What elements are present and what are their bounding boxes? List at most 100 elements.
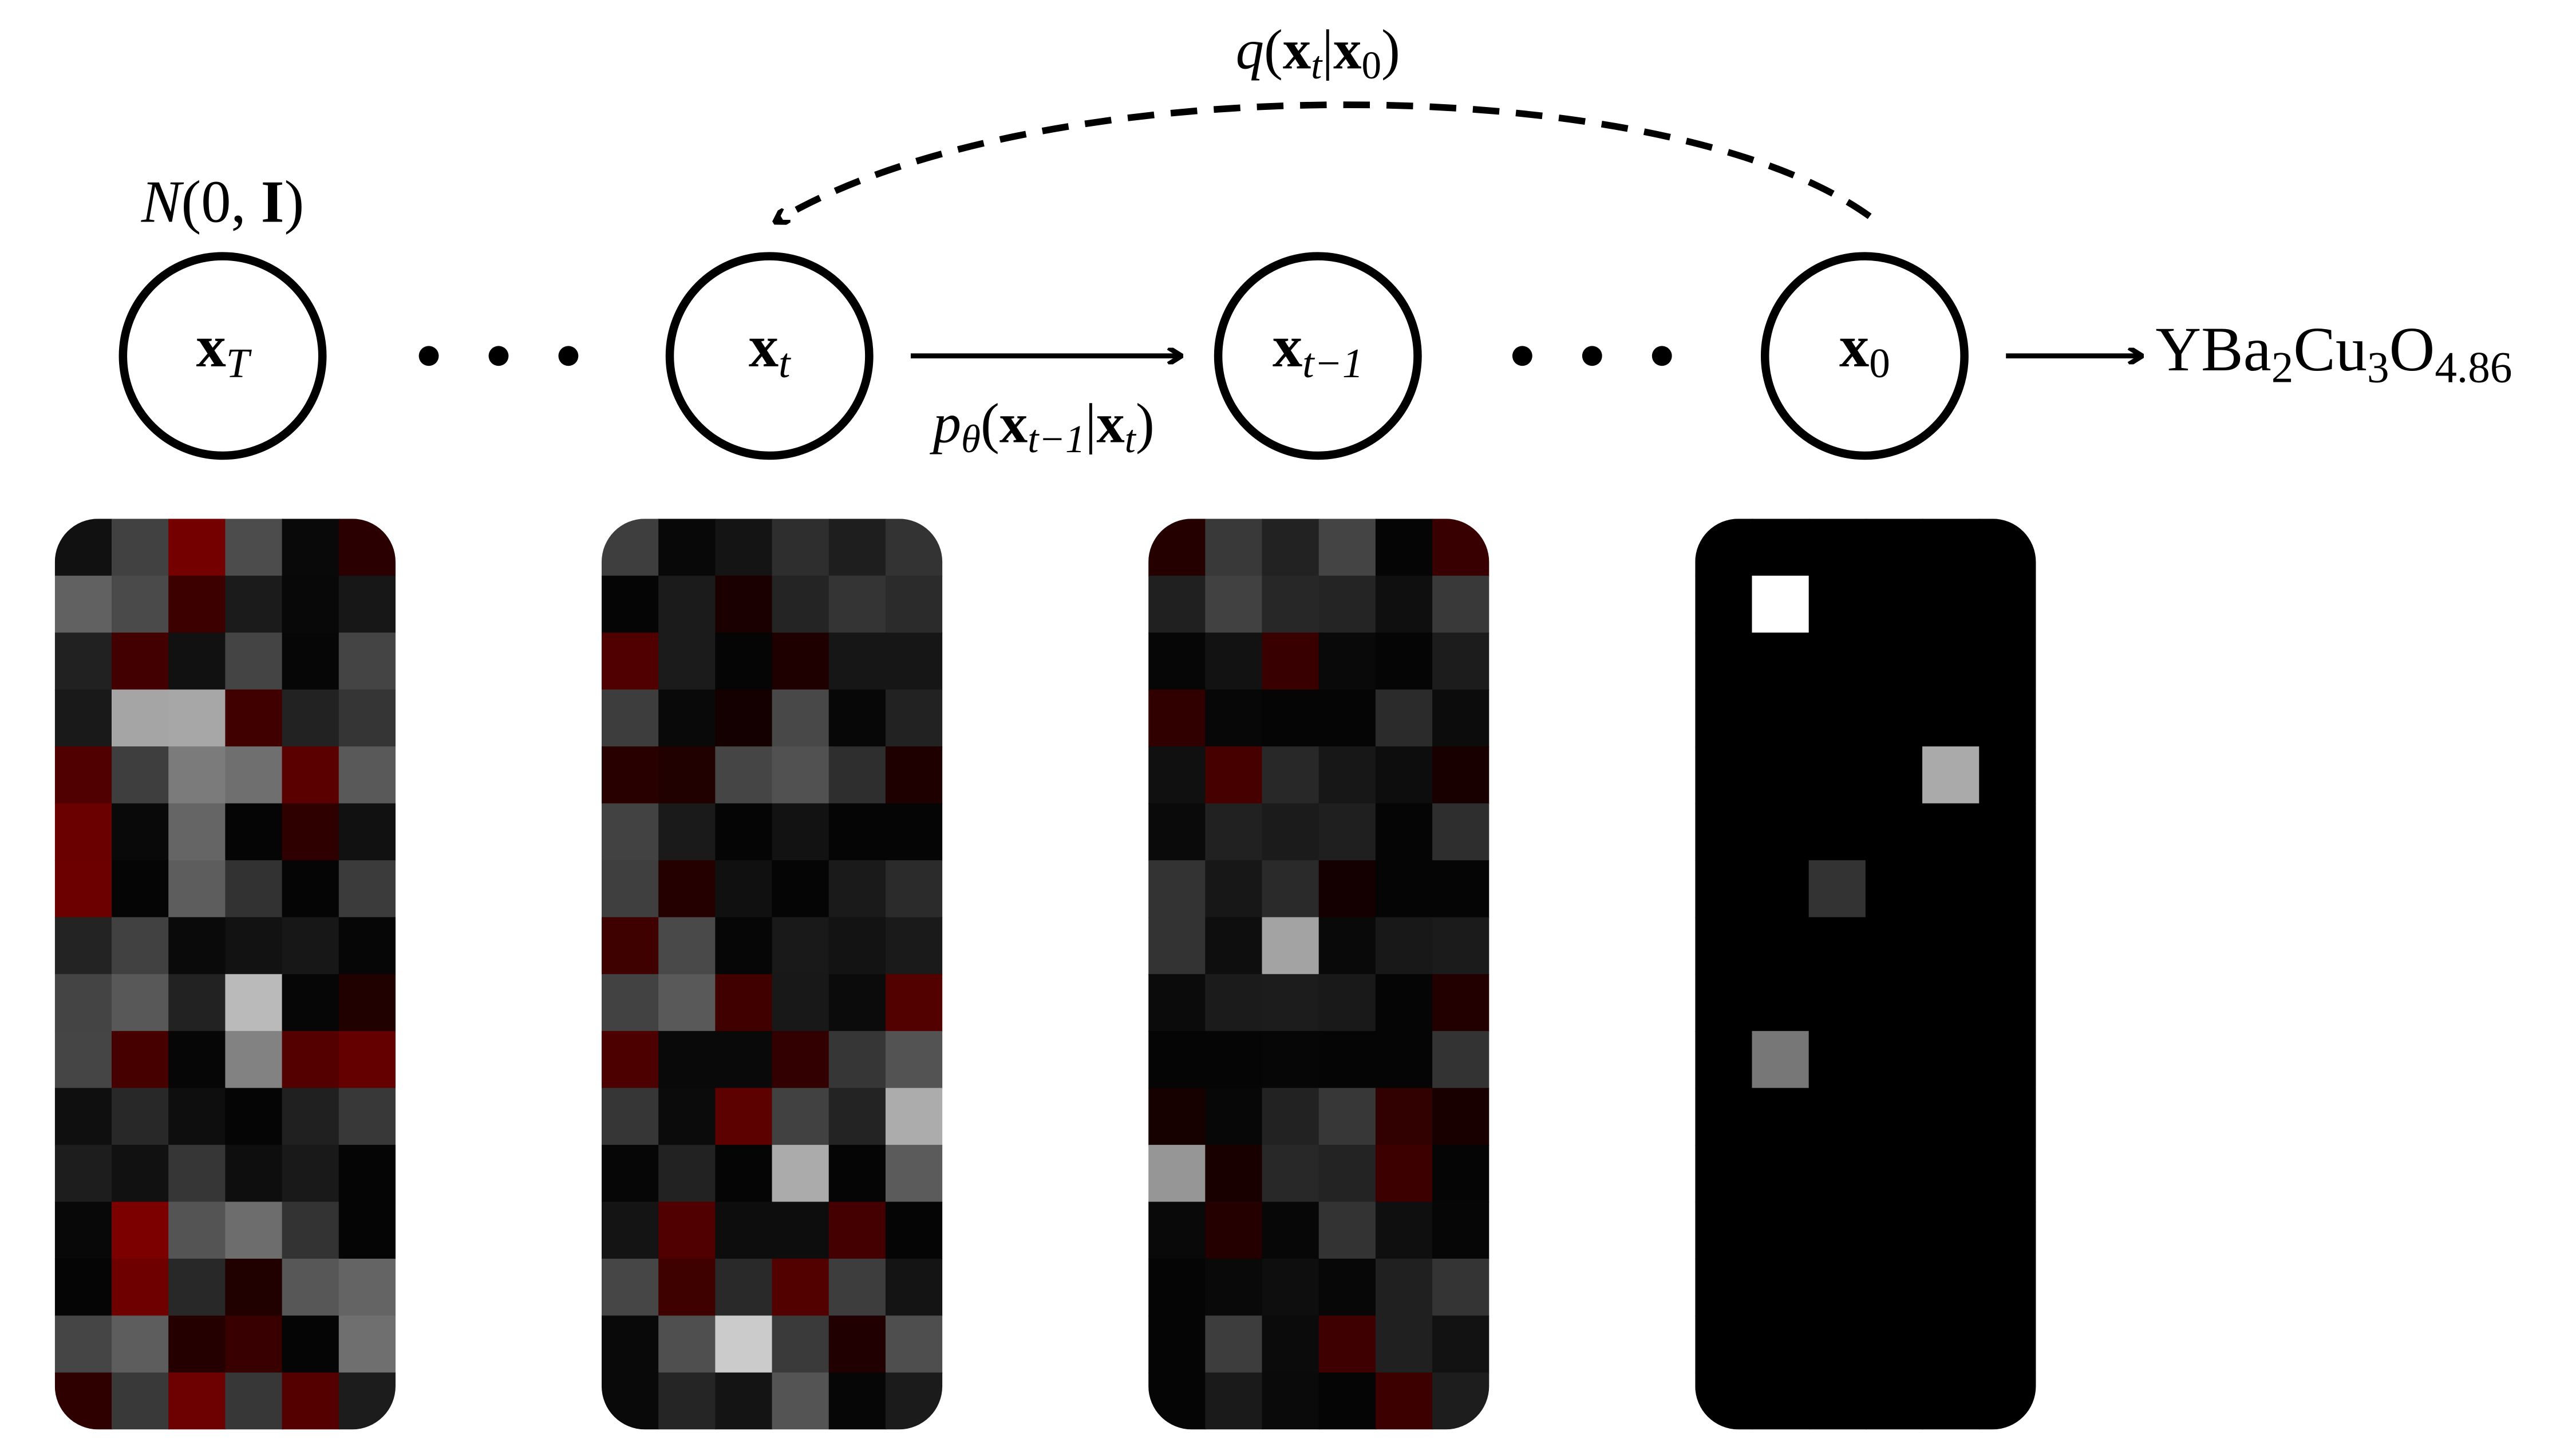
pixel — [1808, 1145, 1867, 1203]
pixel — [112, 575, 169, 634]
pixel — [1808, 1258, 1867, 1317]
pixel — [54, 1315, 113, 1374]
pixel — [282, 689, 340, 748]
label-part: x — [1096, 392, 1124, 454]
pixel — [1808, 1031, 1867, 1089]
pixel — [168, 632, 226, 691]
pixel — [282, 1315, 340, 1374]
pixel — [1432, 575, 1490, 634]
pixel — [1979, 632, 2036, 691]
pixel — [828, 803, 887, 861]
pixel — [658, 1372, 716, 1430]
pixel — [828, 1031, 887, 1089]
pixel — [1148, 1372, 1206, 1430]
pixel — [1695, 860, 1753, 918]
pixel — [1865, 803, 1923, 861]
pixel — [282, 1031, 340, 1089]
pixel — [772, 575, 830, 634]
pixel — [1432, 1145, 1490, 1203]
pixel — [54, 860, 113, 918]
pixel — [828, 1258, 887, 1317]
pixel — [1808, 860, 1866, 918]
pixel — [1375, 1088, 1433, 1146]
label-part: ) — [1136, 392, 1155, 454]
pixel — [658, 1031, 716, 1089]
pixel — [1865, 632, 1923, 691]
pixel — [338, 519, 396, 577]
pixel — [1262, 519, 1320, 577]
pixel — [1148, 974, 1206, 1032]
pixel — [1318, 1315, 1377, 1374]
pixel — [1922, 1315, 1980, 1374]
pixel — [168, 1258, 226, 1317]
pixel — [1695, 689, 1753, 748]
pixel — [1865, 1031, 1923, 1089]
pixel — [1922, 860, 1980, 918]
pixel — [1695, 974, 1753, 1032]
pixel — [772, 860, 830, 918]
pixel — [828, 1201, 887, 1260]
pixel — [112, 803, 169, 861]
pixel — [54, 974, 113, 1032]
label-part: θ — [961, 417, 981, 461]
label-part: 2 — [2271, 342, 2294, 392]
grids — [54, 519, 2036, 1430]
pixel — [1979, 1315, 2036, 1374]
pixel — [1752, 974, 1810, 1032]
node-label: x0 — [1839, 313, 1890, 386]
pixel-grid — [1695, 519, 2036, 1430]
pixel — [1148, 632, 1206, 691]
reverse-label: pθ(xt−1|xt) — [930, 392, 1155, 461]
pixel — [601, 632, 659, 691]
pixel — [828, 632, 887, 691]
pixel — [885, 1258, 943, 1317]
pixel — [1318, 1372, 1377, 1430]
pixel — [1375, 917, 1433, 975]
node-circle — [118, 252, 327, 460]
pixel — [168, 1315, 226, 1374]
pixel — [54, 1258, 113, 1317]
pixel — [338, 1372, 396, 1430]
pixel — [1752, 575, 1809, 633]
node-label: xt−1 — [1273, 313, 1364, 386]
pixel — [1922, 1201, 1980, 1260]
pixel — [1695, 746, 1753, 804]
pixel — [1922, 689, 1980, 748]
pixel — [1865, 974, 1923, 1032]
pixel — [1865, 1145, 1923, 1203]
pixel — [1695, 1258, 1753, 1317]
pixel — [225, 1372, 283, 1430]
label-part: 0 — [1869, 340, 1890, 386]
pixel — [1865, 575, 1923, 634]
pixel — [658, 519, 716, 577]
pixel — [1432, 917, 1490, 975]
label-part: x — [1273, 313, 1302, 379]
pixel — [1865, 1201, 1923, 1260]
pixel — [1865, 746, 1923, 804]
pixel — [1432, 860, 1490, 918]
pixel — [1375, 575, 1433, 634]
pixel — [1375, 803, 1433, 861]
pixel — [168, 689, 226, 748]
pixel — [1262, 1315, 1320, 1374]
pixel — [1808, 519, 1867, 577]
pixel — [1375, 746, 1433, 804]
output-label: YBa2Cu3O4.86 — [2155, 314, 2512, 392]
pixel — [658, 1145, 716, 1203]
pixel — [54, 1372, 113, 1430]
label-part: YBa — [2155, 314, 2271, 384]
pixel — [658, 917, 716, 975]
pixel — [54, 575, 113, 634]
pixel — [1262, 860, 1320, 918]
pixel — [112, 1315, 169, 1374]
pixel — [54, 519, 113, 577]
pixel — [282, 1088, 340, 1146]
pixel — [715, 1201, 773, 1260]
label-part: t−1 — [1302, 340, 1363, 386]
pixel — [601, 519, 659, 577]
pixel — [1205, 689, 1263, 748]
pixel — [112, 746, 169, 804]
pixel — [1979, 860, 2036, 918]
pixel — [1695, 632, 1753, 691]
